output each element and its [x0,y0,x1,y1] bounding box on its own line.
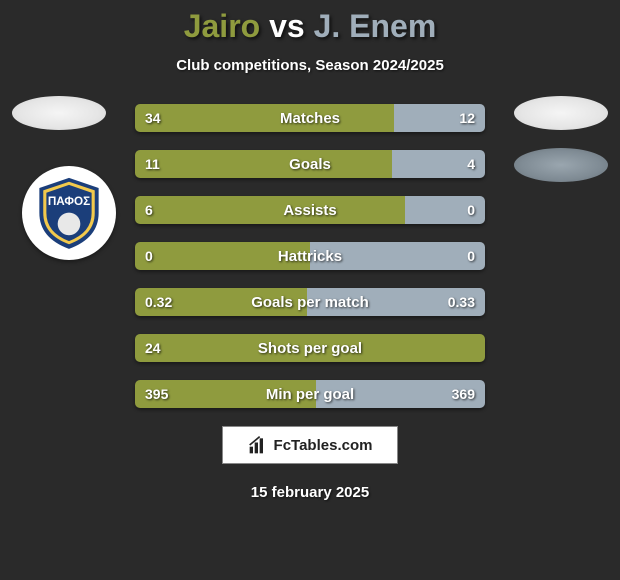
stat-row: Hattricks0 0 [135,242,485,270]
stat-value-right: 4 [467,150,475,178]
stat-value-right: 0 [467,242,475,270]
stat-value-right: 0.33 [448,288,475,316]
stat-label: Shots per goal [135,334,485,362]
stat-label: Assists [135,196,485,224]
stat-row: Assists6 0 [135,196,485,224]
stat-value-left: 11 [145,150,160,178]
player2-name: J. Enem [314,8,437,44]
stat-bars: Matches3412Goals114Assists60Hattricks00G… [135,104,485,408]
player1-name: Jairo [184,8,260,44]
stat-value-left: 6 [145,196,153,224]
date-text: 15 february 2025 [0,484,620,501]
stat-label: Goals [135,150,485,178]
stat-value-left: 34 [145,104,161,132]
stat-value-left: 0 [145,242,153,270]
stat-value-right: 0 [467,196,475,224]
shield-icon: ΠΑΦΟΣ [30,174,108,252]
page-title: Jairo vs J. Enem [0,8,620,45]
stat-label: Goals per match [135,288,485,316]
stat-row: Min per goal395 369 [135,380,485,408]
club-badge-pafos: ΠΑΦΟΣ [22,166,116,260]
stat-row: Shots per goal24 [135,334,485,362]
stat-value-left: 395 [145,380,168,408]
stat-value-left: 24 [145,334,161,362]
svg-text:ΠΑΦΟΣ: ΠΑΦΟΣ [48,195,90,208]
comparison-card: Jairo vs J. Enem Club competitions, Seas… [0,0,620,580]
stat-label: Hattricks [135,242,485,270]
brand-text: FcTables.com [274,437,373,454]
stat-value-right: 369 [452,380,475,408]
brand-link[interactable]: FcTables.com [222,426,398,464]
stat-row: Goals per match0.32 0.33 [135,288,485,316]
stats-area: ΠΑΦΟΣ Matches3412Goals114Assists60Hattri… [0,104,620,408]
stat-label: Min per goal [135,380,485,408]
team-badge-placeholder-left-1 [12,96,106,130]
stat-label: Matches [135,104,485,132]
stat-row: Matches34 12 [135,104,485,132]
stat-value-left: 0.32 [145,288,172,316]
stat-value-right: 12 [459,104,475,132]
team-badge-placeholder-right-2 [514,148,608,182]
stat-row: Goals11 4 [135,150,485,178]
team-badge-placeholder-right-1 [514,96,608,130]
subtitle: Club competitions, Season 2024/2025 [0,57,620,74]
bar-chart-icon [248,435,268,455]
vs-separator: vs [269,8,305,44]
